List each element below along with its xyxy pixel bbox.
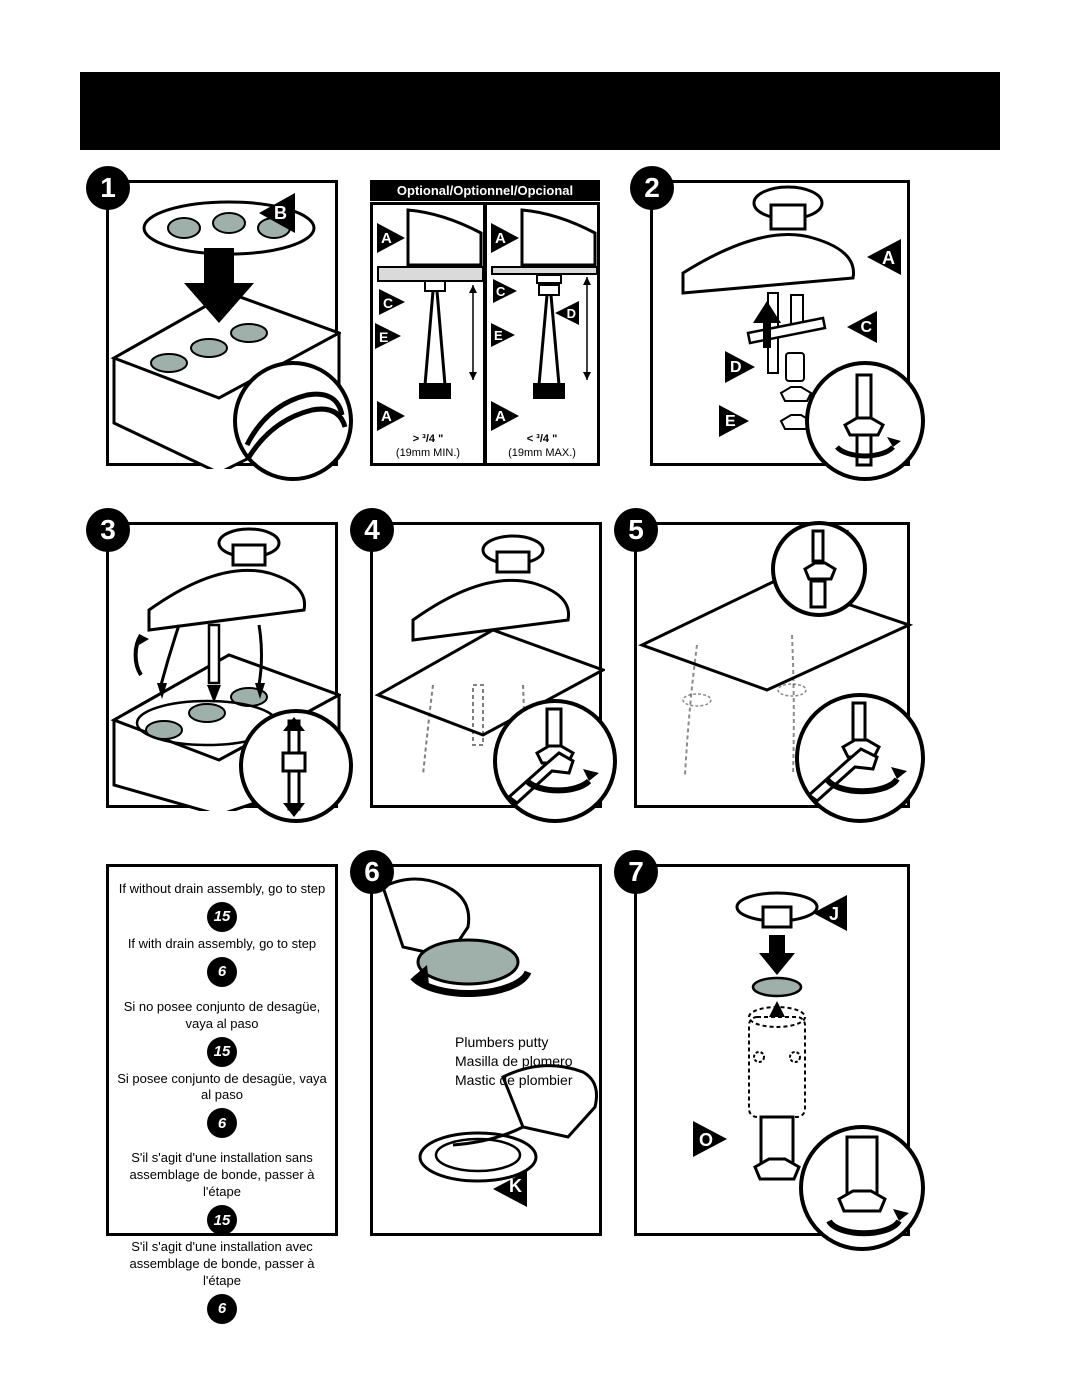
inst-es-with: Si posee conjunto de desagüe, vaya al pa… <box>117 1071 327 1105</box>
inst-fr-with: S'il s'agit d'une installation avec asse… <box>117 1239 327 1290</box>
panel-step-7: J O <box>634 864 910 1236</box>
panel-step-2: A C D E <box>650 180 910 466</box>
opt-right-e: E <box>494 328 503 343</box>
opt-right-a1: A <box>495 230 506 247</box>
inst-step-6a: 6 <box>207 957 237 987</box>
panel-step-3 <box>106 522 338 808</box>
p6-label-k: K <box>509 1176 522 1197</box>
step-number-2: 2 <box>630 166 674 210</box>
step-number-7: 7 <box>614 850 658 894</box>
inst-es-without: Si no posee conjunto de desagüe, vaya al… <box>117 999 327 1033</box>
inst-step-15c: 15 <box>207 1205 237 1235</box>
opt-left-e: E <box>379 329 388 345</box>
inst-step-6b: 6 <box>207 1108 237 1138</box>
detail-gasket-icon <box>233 361 353 481</box>
p2-label-c: C <box>860 319 872 337</box>
thickness-left-top: > ³/4 " <box>373 433 483 445</box>
step-number-6: 6 <box>350 850 394 894</box>
detail-lift-rod-icon <box>239 709 353 823</box>
opt-left-a1: A <box>381 230 392 247</box>
step-number-5: 5 <box>614 508 658 552</box>
panel-optional-right: A C D E A < ³/4 " (19mm MAX.) <box>485 202 600 466</box>
inst-step-15a: 15 <box>207 902 237 932</box>
putty-es: Masilla de plomero <box>455 1052 573 1071</box>
putty-labels: Plumbers putty Masilla de plomero Mastic… <box>455 1033 573 1090</box>
p7-label-j: J <box>829 904 839 925</box>
header-bar <box>80 72 1000 150</box>
p2-label-e: E <box>725 413 736 431</box>
panel-instructions: If without drain assembly, go to step 15… <box>106 864 338 1236</box>
putty-en: Plumbers putty <box>455 1033 573 1052</box>
panel-step-4 <box>370 522 602 808</box>
step-number-4: 4 <box>350 508 394 552</box>
detail-wrench-icon <box>493 699 617 823</box>
detail-drain-nut-icon <box>799 1125 925 1251</box>
detail-wrench-connect-icon <box>795 693 925 823</box>
putty-fr: Mastic de plombier <box>455 1071 573 1090</box>
p2-label-a: A <box>882 248 895 269</box>
opt-left-a2: A <box>381 408 392 425</box>
step-number-3: 3 <box>86 508 130 552</box>
panel-step-5 <box>634 522 910 808</box>
p2-label-d: D <box>730 359 742 377</box>
thickness-right-top: < ³/4 " <box>487 433 597 445</box>
panel-optional-left: A C E A > ³/4 " (19mm MIN.) <box>370 202 485 466</box>
opt-right-d: D <box>567 306 576 321</box>
inst-step-6c: 6 <box>207 1294 237 1324</box>
detail-supply-nut-icon <box>771 521 867 617</box>
panel-step-6: Plumbers putty Masilla de plomero Mastic… <box>370 864 602 1236</box>
thickness-left-bot: (19mm MIN.) <box>373 447 483 459</box>
optional-header: Optional/Optionnel/Opcional <box>370 180 600 201</box>
inst-step-15b: 15 <box>207 1037 237 1067</box>
opt-right-a2: A <box>495 408 506 425</box>
panel-step-1: B <box>106 180 338 466</box>
inst-en-with: If with drain assembly, go to step <box>117 936 327 953</box>
opt-right-c: C <box>496 284 505 299</box>
thickness-right-bot: (19mm MAX.) <box>487 447 597 459</box>
p7-label-o: O <box>699 1130 713 1151</box>
inst-en-without: If without drain assembly, go to step <box>117 881 327 898</box>
inst-fr-without: S'il s'agit d'une installation sans asse… <box>117 1150 327 1201</box>
detail-nut-tighten-icon <box>805 361 925 481</box>
opt-left-c: C <box>383 295 393 311</box>
step-number-1: 1 <box>86 166 130 210</box>
part-label-b: B <box>274 203 287 224</box>
